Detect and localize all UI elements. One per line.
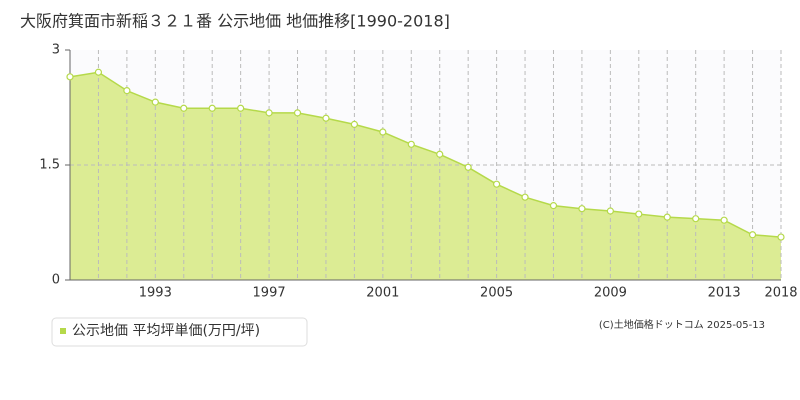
x-tick-label: 1997 (253, 286, 286, 301)
legend-swatch (60, 328, 66, 334)
y-tick-label: 0 (52, 273, 60, 288)
line (69, 71, 782, 238)
x-tick-label: 1993 (139, 286, 172, 301)
x-tick-label: 2001 (366, 286, 399, 301)
point (521, 193, 529, 201)
copyright: (C)土地価格ドットコム 2025-05-13 (599, 318, 765, 331)
point (549, 202, 558, 210)
point (777, 233, 785, 241)
x-tick-label: 2009 (594, 286, 627, 301)
legend-box (51, 317, 308, 347)
x-tick-label: 2013 (708, 286, 741, 301)
point (379, 128, 387, 136)
point (748, 231, 757, 239)
area (70, 72, 781, 280)
point (208, 104, 216, 112)
chart-title: 大阪府箕面市新稲３２１番 公示地価 地価推移[1990-2018] (20, 12, 450, 31)
x-tick-label: 2018 (764, 286, 797, 301)
point (151, 98, 159, 106)
point (578, 205, 586, 213)
point (663, 213, 671, 221)
point (635, 210, 643, 218)
point (407, 140, 415, 148)
x-tick-label: 2005 (480, 286, 513, 301)
point (237, 104, 245, 112)
point (692, 215, 700, 223)
point (493, 180, 501, 188)
point (66, 73, 74, 81)
point (350, 120, 358, 128)
point (436, 150, 444, 158)
point (293, 109, 302, 117)
point (94, 68, 103, 76)
point (180, 104, 188, 112)
point (322, 114, 330, 122)
point (265, 109, 273, 117)
y-tick-label: 1.5 (39, 158, 60, 173)
y-tick-label: 3 (52, 43, 60, 58)
point (606, 207, 614, 215)
point (464, 163, 472, 171)
legend-label: 公示地価 平均坪単価(万円/坪) (72, 323, 260, 339)
point (720, 216, 728, 224)
point (123, 87, 131, 95)
